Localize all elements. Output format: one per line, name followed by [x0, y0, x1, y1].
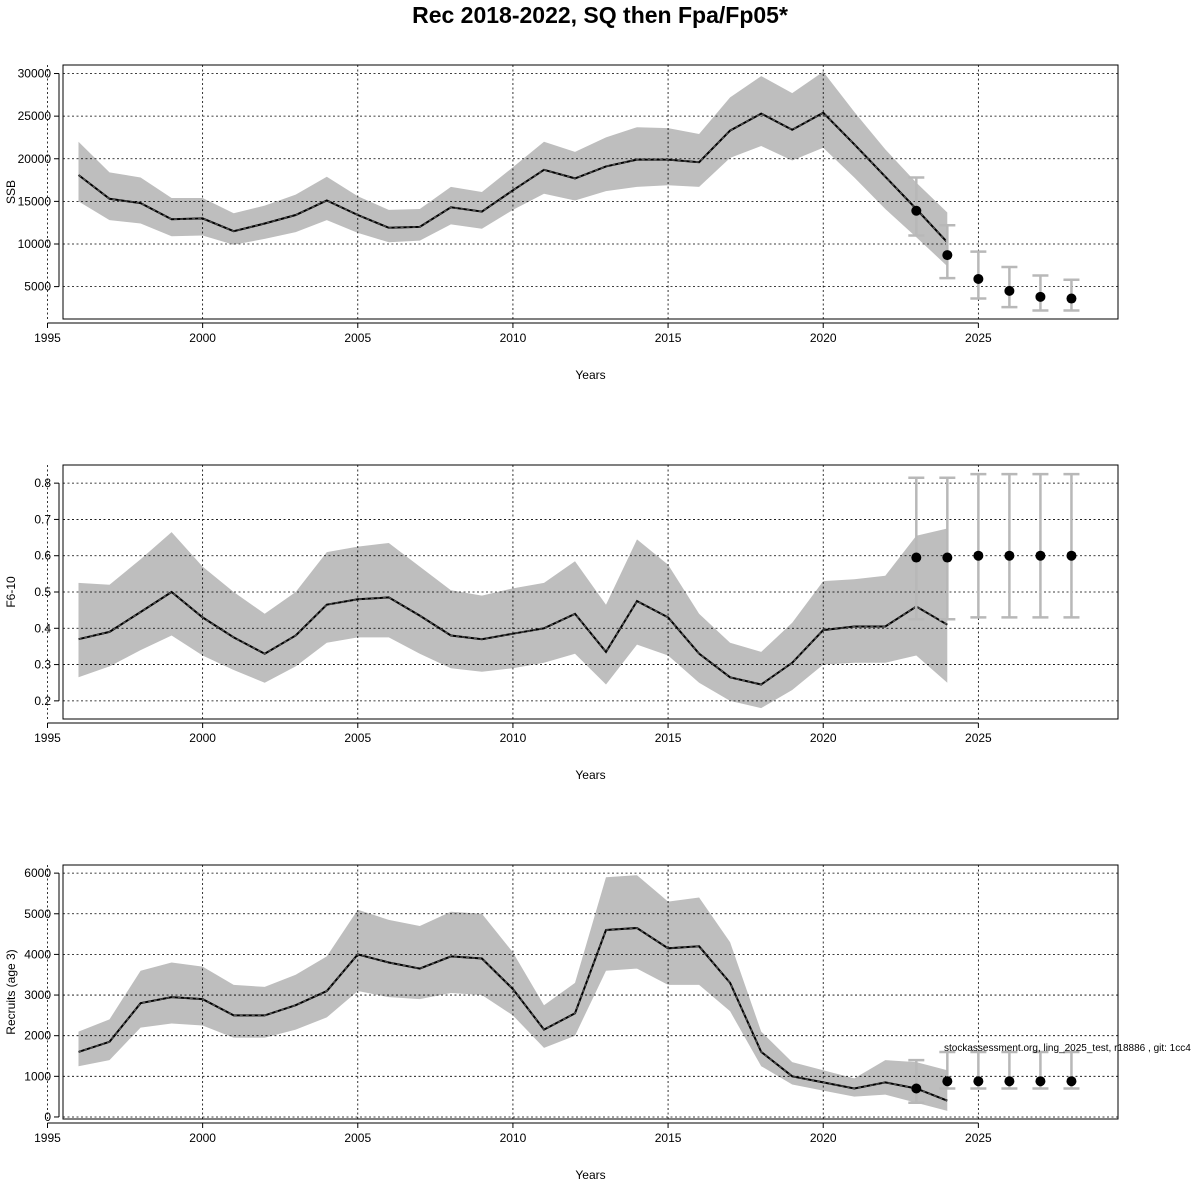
- x-tick-label: 2000: [189, 1131, 216, 1145]
- y-tick-label: 25000: [18, 109, 52, 123]
- y-tick-label: 10000: [18, 237, 52, 251]
- x-tick-label: 2010: [500, 331, 527, 345]
- x-tick-label: 2000: [189, 731, 216, 745]
- ssb-forecast-point: [911, 205, 922, 216]
- x-tick-label: 2015: [655, 731, 682, 745]
- y-tick-label: 5000: [24, 280, 51, 294]
- ssb-forecast-point: [1004, 285, 1015, 296]
- recruits-forecast-point: [1066, 1076, 1077, 1087]
- y-tick-label: 6000: [24, 866, 51, 880]
- ssb-forecast-point: [942, 250, 953, 261]
- y-tick-label: 0.3: [34, 658, 51, 672]
- x-tick-label: 2020: [810, 1131, 837, 1145]
- y-axis-title: F6-10: [4, 576, 18, 608]
- y-tick-label: 0.2: [34, 694, 51, 708]
- ssb-estimate-line-dashed: [78, 111, 948, 243]
- x-axis-title: Years: [575, 1168, 605, 1182]
- x-tick-label: 2005: [344, 331, 371, 345]
- x-axis-title: Years: [575, 368, 605, 382]
- x-tick-label: 2025: [965, 331, 992, 345]
- x-tick-label: 2000: [189, 331, 216, 345]
- recruits-forecast-point: [942, 1076, 953, 1087]
- x-tick-label: 2020: [810, 731, 837, 745]
- x-tick-label: 2010: [500, 731, 527, 745]
- fbar-forecast-point: [911, 552, 922, 563]
- y-tick-label: 0: [44, 1110, 51, 1124]
- ssb-forecast-point: [1035, 291, 1046, 302]
- y-tick-label: 0.8: [34, 476, 51, 490]
- x-tick-label: 1995: [34, 731, 61, 745]
- y-tick-label: 0.6: [34, 549, 51, 563]
- x-tick-label: 2020: [810, 331, 837, 345]
- y-tick-label: 0.7: [34, 512, 51, 526]
- recruits-confidence-band: [78, 875, 948, 1111]
- y-tick-label: 20000: [18, 152, 52, 166]
- fbar-plot-frame: [62, 464, 1119, 720]
- footnote: stockassessment.org, ling_2025_test, r18…: [944, 1043, 1191, 1054]
- y-tick-label: 3000: [24, 988, 51, 1002]
- recruits-forecast-point: [1004, 1076, 1015, 1087]
- ssb-plot-frame: [62, 64, 1119, 320]
- chart-title: Rec 2018-2022, SQ then Fpa/Fp05*: [412, 2, 788, 28]
- recruits-estimate-line-dashed: [78, 927, 948, 1102]
- ssb-panel: 1995 2000 2005 2010 2015 2020 2025 5000 10000 150…: [4, 64, 1119, 382]
- fbar-forecast-point: [1004, 550, 1015, 561]
- x-tick-label: 2005: [344, 731, 371, 745]
- fbar-estimate-line-dashed: [78, 591, 948, 686]
- x-tick-label: 2015: [655, 1131, 682, 1145]
- y-axis-title: SSB: [4, 180, 18, 204]
- y-tick-label: 15000: [18, 194, 52, 208]
- recruits-forecast-point: [1035, 1076, 1046, 1087]
- y-tick-label: 2000: [24, 1029, 51, 1043]
- recruits-forecast-point: [973, 1076, 984, 1087]
- fbar-forecast-point: [973, 550, 984, 561]
- recruits-plot-frame: [62, 864, 1119, 1120]
- y-tick-label: 5000: [24, 907, 51, 921]
- recruits-forecast-point: [911, 1083, 922, 1094]
- fbar-panel: 1995 2000 2005 2010 2015 2020 2025 0.2 0.3 0.4 0.5…: [4, 464, 1119, 782]
- fbar-forecast-point: [942, 552, 953, 563]
- y-tick-label: 30000: [18, 67, 52, 81]
- recruits-panel: 1995 2000 2005 2010 2015 2020 2025 0 1000 2000 300…: [4, 864, 1119, 1182]
- x-tick-label: 2005: [344, 1131, 371, 1145]
- x-tick-label: 2015: [655, 331, 682, 345]
- x-tick-label: 2010: [500, 1131, 527, 1145]
- y-tick-label: 0.5: [34, 585, 51, 599]
- x-tick-label: 1995: [34, 1131, 61, 1145]
- x-tick-label: 2025: [965, 1131, 992, 1145]
- x-tick-label: 2025: [965, 731, 992, 745]
- y-tick-label: 1000: [24, 1069, 51, 1083]
- ssb-forecast-point: [973, 273, 984, 284]
- fbar-forecast-point: [1066, 550, 1077, 561]
- ssb-forecast-point: [1066, 293, 1077, 304]
- fbar-forecast-point: [1035, 550, 1046, 561]
- y-axis-title: Recruits (age 3): [4, 949, 18, 1034]
- x-tick-label: 1995: [34, 331, 61, 345]
- y-tick-label: 0.4: [34, 621, 51, 635]
- x-axis-title: Years: [575, 768, 605, 782]
- y-tick-label: 4000: [24, 947, 51, 961]
